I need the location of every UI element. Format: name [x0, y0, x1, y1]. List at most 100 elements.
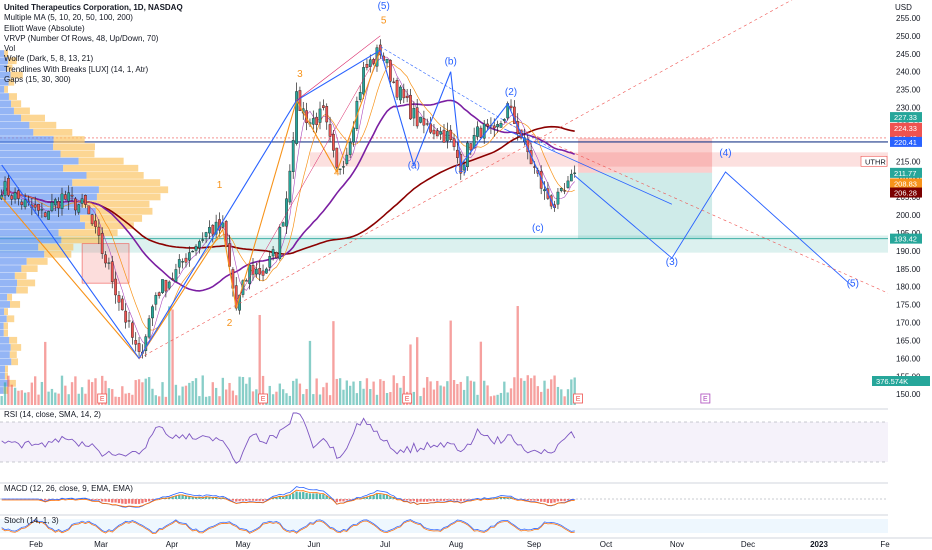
- volume-bar: [151, 388, 154, 405]
- macd-pane[interactable]: 0.64−2.82: [0, 482, 932, 512]
- volume-bar: [312, 394, 315, 405]
- volume-bar: [34, 376, 37, 405]
- vrvp-bar-up: [0, 193, 97, 201]
- rsi-label[interactable]: RSI (14, close, SMA, 14, 2): [4, 410, 101, 419]
- volume-bar: [550, 379, 553, 405]
- legend-title[interactable]: United Therapeutics Corporation, 1D, NAS…: [4, 3, 183, 12]
- candle: [285, 191, 288, 234]
- macd-histogram-bar: [449, 499, 452, 500]
- legend-multiple-ma[interactable]: Multiple MA (5, 10, 20, 50, 100, 200): [4, 13, 133, 23]
- vrvp-bar-down: [7, 57, 17, 65]
- macd-histogram-bar: [124, 499, 127, 504]
- macd-histogram-bar: [416, 499, 419, 503]
- volume-bar: [493, 395, 496, 405]
- volume-bar: [566, 389, 570, 405]
- legend-wolfe[interactable]: Wolfe (Dark, 5, 8, 13, 21): [4, 54, 94, 64]
- price-tag: [890, 187, 922, 198]
- volume-bar: [225, 389, 228, 405]
- candle-body: [285, 198, 288, 227]
- volume-bar: [124, 393, 127, 405]
- candle-body: [318, 108, 322, 123]
- candle-body: [409, 94, 412, 120]
- price-tick-label: 190.00: [896, 247, 921, 256]
- vrvp-bar-up: [0, 265, 22, 272]
- vrvp-bar-down: [10, 71, 23, 79]
- candle-body: [47, 211, 50, 220]
- volume-bar: [238, 376, 241, 405]
- macd-histogram-bar: [462, 499, 466, 501]
- price-pane[interactable]: (5) 5 3 (b) (2) (a) (1) 4 1 (4) (c) (3) 2 (5) E E E E E: [0, 0, 890, 405]
- vrvp-bar-up: [0, 286, 17, 294]
- legend-vrvp[interactable]: VRVP (Number Of Rows, 48, Up/Down, 70): [4, 33, 159, 43]
- candle: [368, 54, 372, 73]
- candle: [409, 89, 412, 121]
- volume-bar: [114, 396, 117, 405]
- macd-histogram-bar: [308, 493, 312, 499]
- macd-histogram-bar: [141, 499, 144, 504]
- macd-histogram-bar: [338, 499, 342, 502]
- candle-body: [204, 232, 208, 237]
- candle-body: [100, 233, 104, 254]
- candle-body: [117, 295, 121, 303]
- candle-body: [214, 221, 218, 235]
- candle: [90, 213, 94, 226]
- candle: [456, 142, 459, 164]
- candle: [325, 103, 329, 130]
- stoch-pane[interactable]: 69.0266.96: [0, 514, 932, 535]
- volume-bar: [529, 378, 533, 405]
- price-tick-label: 200.00: [896, 211, 921, 220]
- candle: [449, 124, 453, 142]
- volume-bar: [452, 380, 456, 405]
- candle: [117, 291, 121, 311]
- candle-body: [137, 343, 141, 352]
- candle-body: [161, 279, 164, 293]
- macd-histogram-bar: [536, 499, 539, 502]
- vrvp-bar-down: [5, 365, 8, 373]
- volume-bar: [7, 375, 10, 405]
- candle-body: [405, 95, 409, 99]
- candle-body: [13, 192, 17, 200]
- vrvp-bar-down: [11, 100, 22, 108]
- vrvp-bar-down: [21, 265, 38, 272]
- vrvp-bar-down: [9, 336, 18, 344]
- candle-body: [278, 227, 282, 260]
- vrvp-bar-down: [72, 179, 161, 186]
- candle: [332, 130, 335, 158]
- legend-gaps[interactable]: Gaps (15, 30, 300): [4, 75, 71, 85]
- stoch-label[interactable]: Stoch (14, 1, 3): [4, 516, 59, 525]
- legend-trendlines[interactable]: Trendlines With Breaks [LUX] (14, 1, Atr…: [4, 64, 149, 74]
- candle: [63, 190, 67, 200]
- volume-bar: [506, 392, 509, 405]
- price-tag: [890, 178, 922, 189]
- macd-histogram-bar: [375, 493, 379, 499]
- ma-50-line: [0, 99, 575, 292]
- candle-body: [174, 269, 178, 282]
- candle-body: [479, 127, 483, 138]
- candle: [47, 210, 50, 220]
- volume-bar: [271, 394, 275, 405]
- vrvp-bar-down: [61, 236, 103, 244]
- macd-label[interactable]: MACD (12, 26, close, 9, EMA, EMA): [4, 484, 133, 493]
- macd-signal-line: [1, 489, 575, 508]
- macd-histogram-bar: [248, 499, 251, 501]
- candle: [271, 246, 275, 261]
- vrvp-bar-down: [95, 207, 153, 215]
- candle: [288, 164, 292, 205]
- candle-body: [154, 295, 158, 305]
- legend-elliott-wave[interactable]: Elliott Wave (Absolute): [4, 23, 85, 33]
- volume-bar: [231, 390, 235, 405]
- candle: [559, 187, 563, 193]
- candle: [7, 173, 10, 197]
- macd-histogram-bar: [121, 499, 124, 504]
- macd-histogram-bar: [560, 499, 563, 502]
- volume-bar: [181, 386, 184, 405]
- macd-histogram-bar: [566, 499, 570, 501]
- volume-bar: [429, 381, 432, 405]
- volume-bar: [382, 380, 385, 405]
- currency-label: USD: [895, 3, 912, 12]
- legend-vol[interactable]: Vol: [4, 44, 16, 54]
- candle-body: [295, 91, 298, 144]
- volume-bar: [399, 387, 402, 405]
